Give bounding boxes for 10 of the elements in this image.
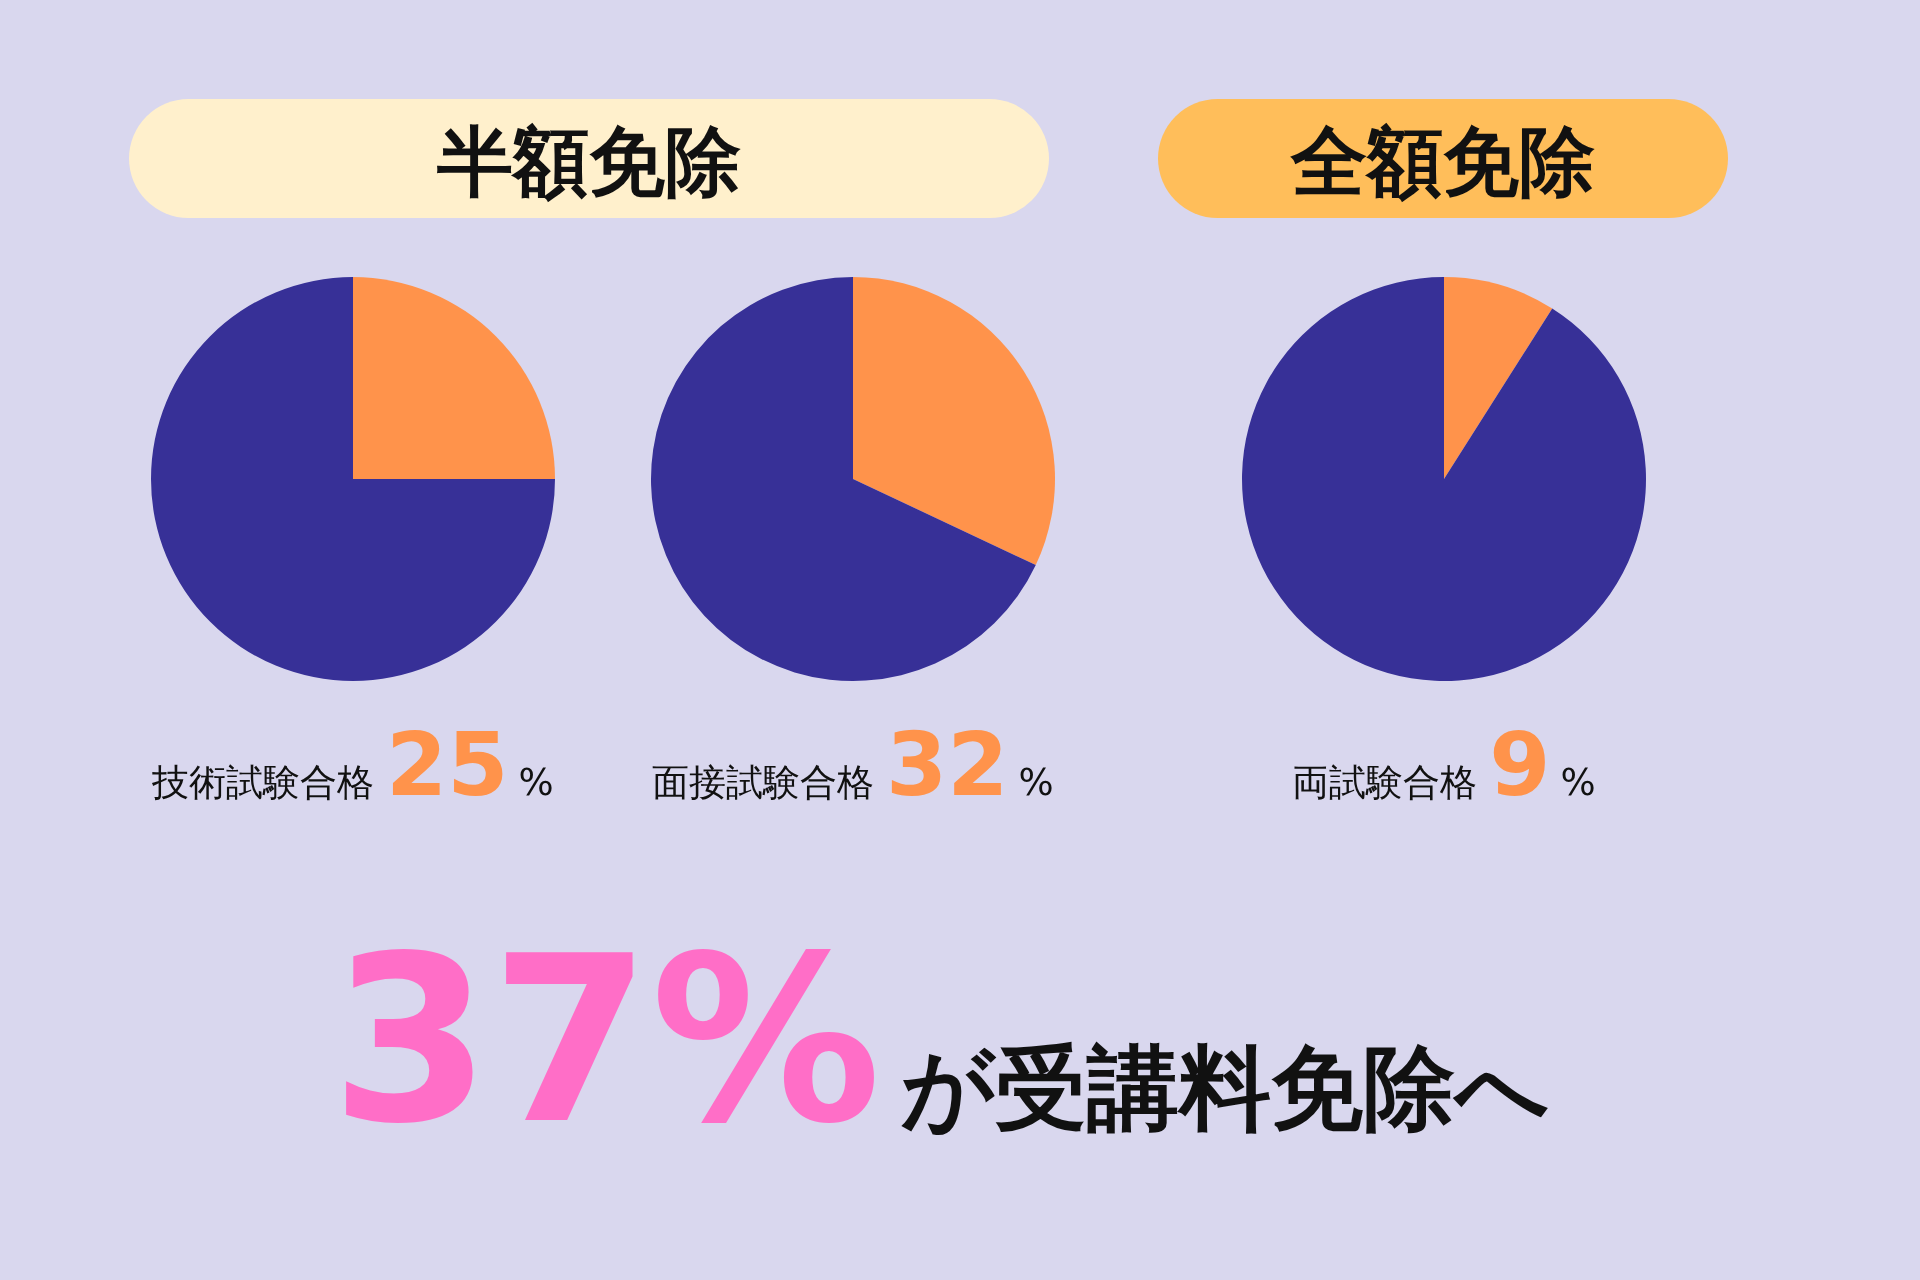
text: 37% [330,907,882,1174]
text: 25% [386,713,554,816]
text: 両試験合格 [1292,761,1490,804]
text: 技術試験合格 [151,761,387,804]
text: 面接試験合格 [652,761,887,804]
text: 9% [1489,713,1596,816]
chart-title: 半額免除 [436,117,741,206]
text: 32% [886,713,1054,816]
text: が受講料免除へ [901,1035,1550,1142]
chart-title: 全額免除 [1290,117,1595,206]
